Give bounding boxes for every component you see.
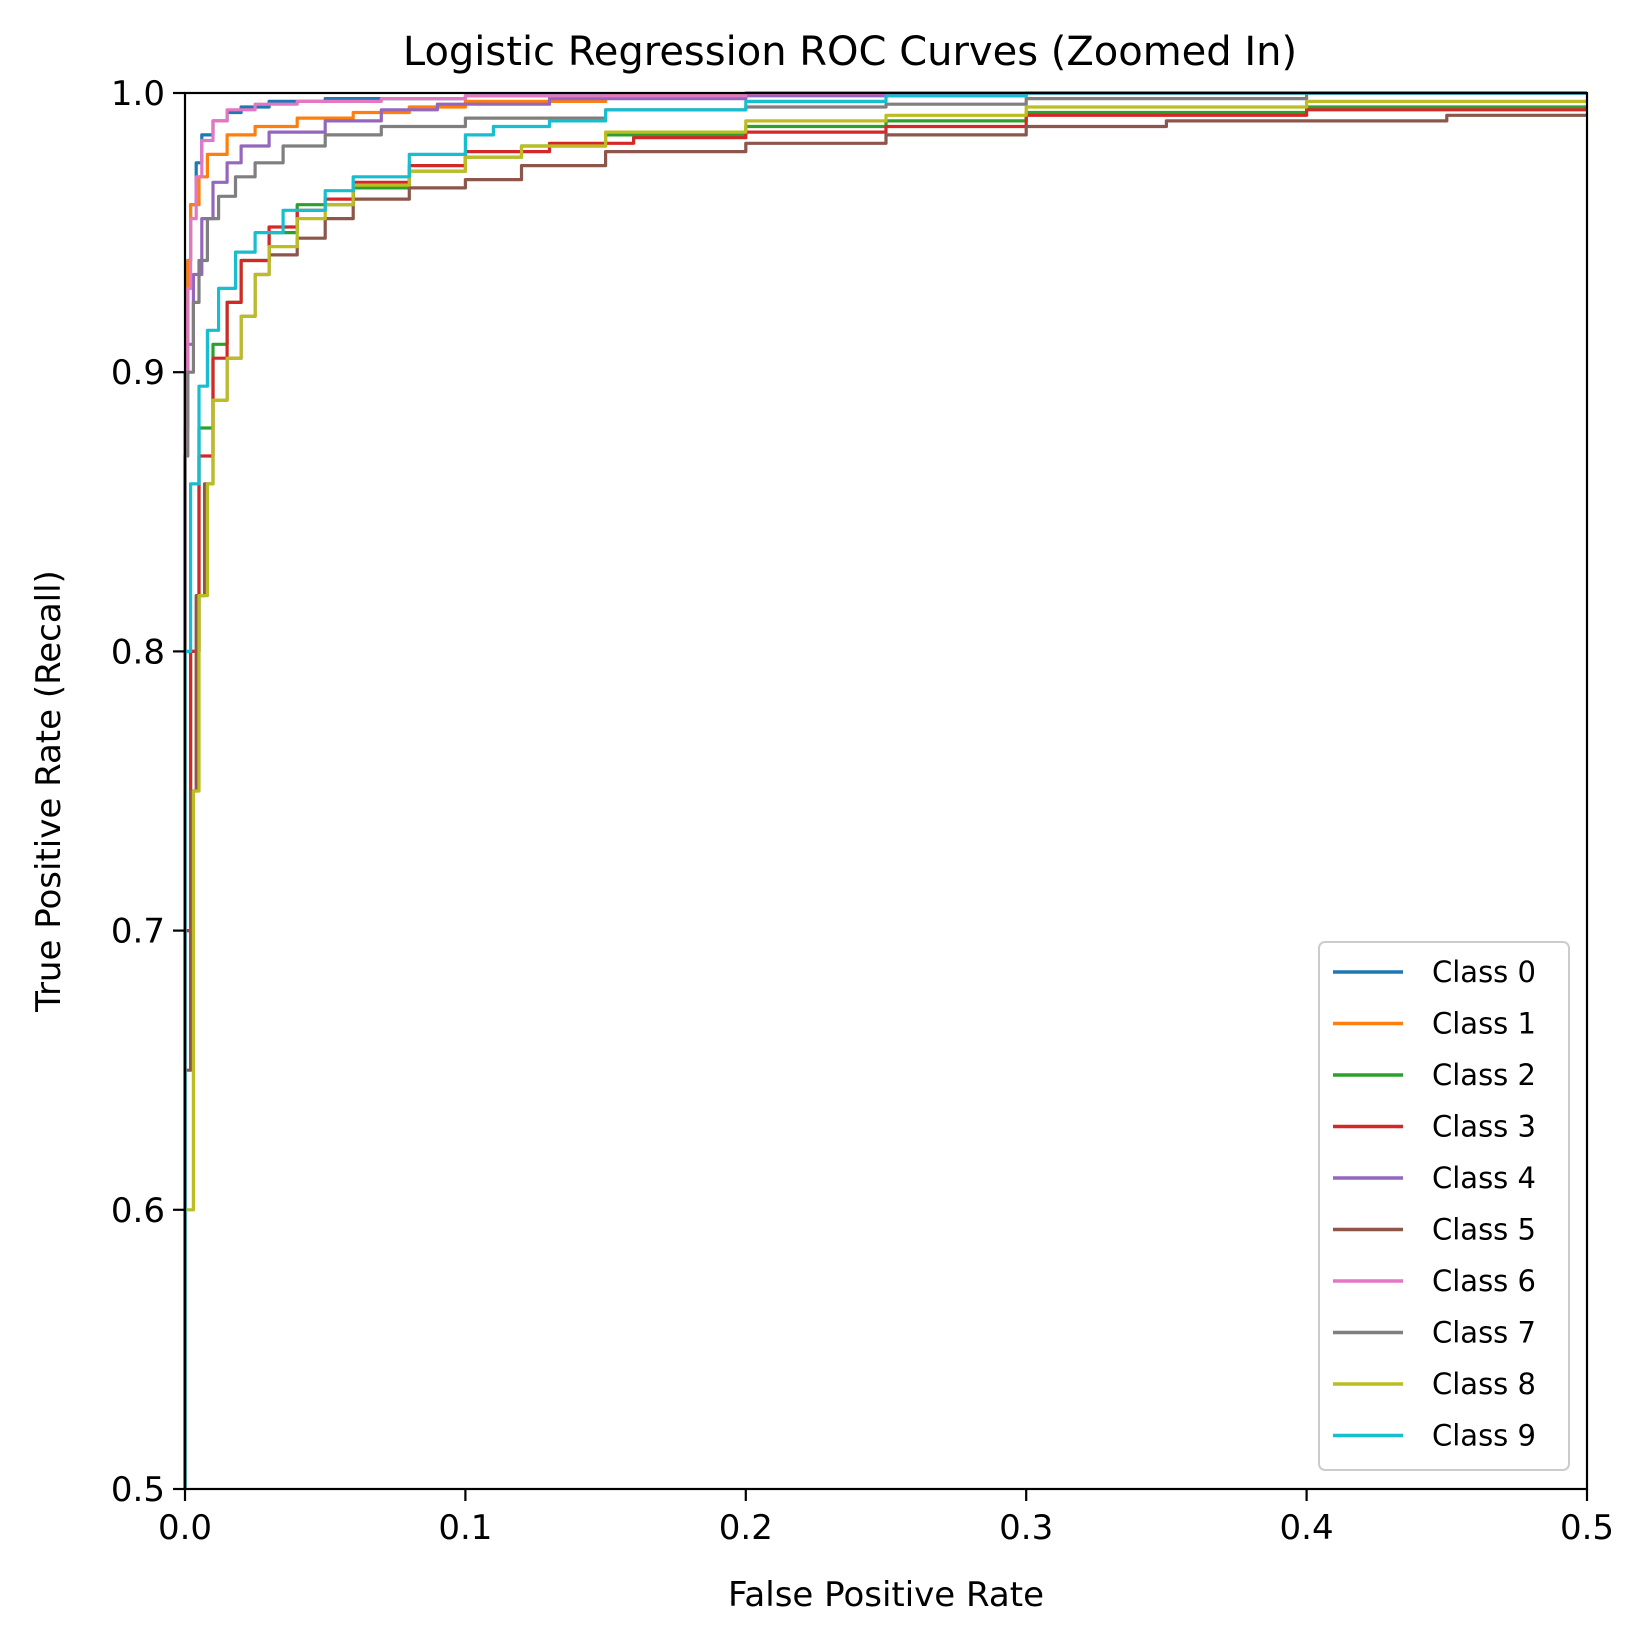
y-tick-label: 0.6 — [111, 1191, 165, 1231]
legend-entry-label: Class 3 — [1432, 1110, 1536, 1144]
legend-entry-label: Class 7 — [1432, 1316, 1536, 1350]
legend-entry-label: Class 1 — [1432, 1007, 1536, 1041]
y-tick-label: 0.8 — [111, 632, 165, 672]
legend: Class 0 Class 1 Class 2 Class 3 Class 4 Class… — [1318, 941, 1570, 1471]
y-axis-label: True Positive Rate (Recall) — [29, 570, 69, 1013]
x-axis-ticks: 0.0 0.1 0.2 0.3 0.4 0.5 — [158, 1489, 1614, 1548]
y-tick-label: 0.7 — [111, 912, 165, 952]
y-axis-ticks: 0.5 0.6 0.7 0.8 0.9 1.0 — [111, 74, 185, 1510]
x-axis-label: False Positive Rate — [728, 1575, 1044, 1615]
legend-entry-label: Class 9 — [1432, 1419, 1536, 1453]
y-tick-label: 0.9 — [111, 353, 165, 393]
series-line-class-6 — [183, 91, 1587, 1489]
x-tick-label: 0.3 — [999, 1508, 1053, 1548]
y-tick-label: 1.0 — [111, 74, 165, 114]
x-tick-label: 0.4 — [1280, 1508, 1334, 1548]
x-tick-label: 0.0 — [158, 1508, 212, 1548]
series-lines — [183, 91, 1587, 1489]
x-tick-label: 0.2 — [719, 1508, 773, 1548]
series-line-class-9 — [183, 91, 1587, 1489]
legend-entry-label: Class 6 — [1432, 1264, 1536, 1298]
legend-entry-label: Class 4 — [1432, 1161, 1536, 1195]
chart-title: Logistic Regression ROC Curves (Zoomed I… — [403, 29, 1297, 75]
legend-entry-label: Class 0 — [1432, 955, 1536, 989]
series-line-class-7 — [183, 91, 1587, 1489]
x-tick-label: 0.5 — [1560, 1508, 1614, 1548]
legend-entry-label: Class 2 — [1432, 1058, 1536, 1092]
series-line-class-8 — [183, 99, 1587, 1489]
legend-entry-label: Class 8 — [1432, 1367, 1536, 1401]
legend-entry-label: Class 5 — [1432, 1213, 1536, 1247]
y-tick-label: 0.5 — [111, 1470, 165, 1510]
plot-frame — [183, 91, 1589, 1491]
x-tick-label: 0.1 — [438, 1508, 492, 1548]
